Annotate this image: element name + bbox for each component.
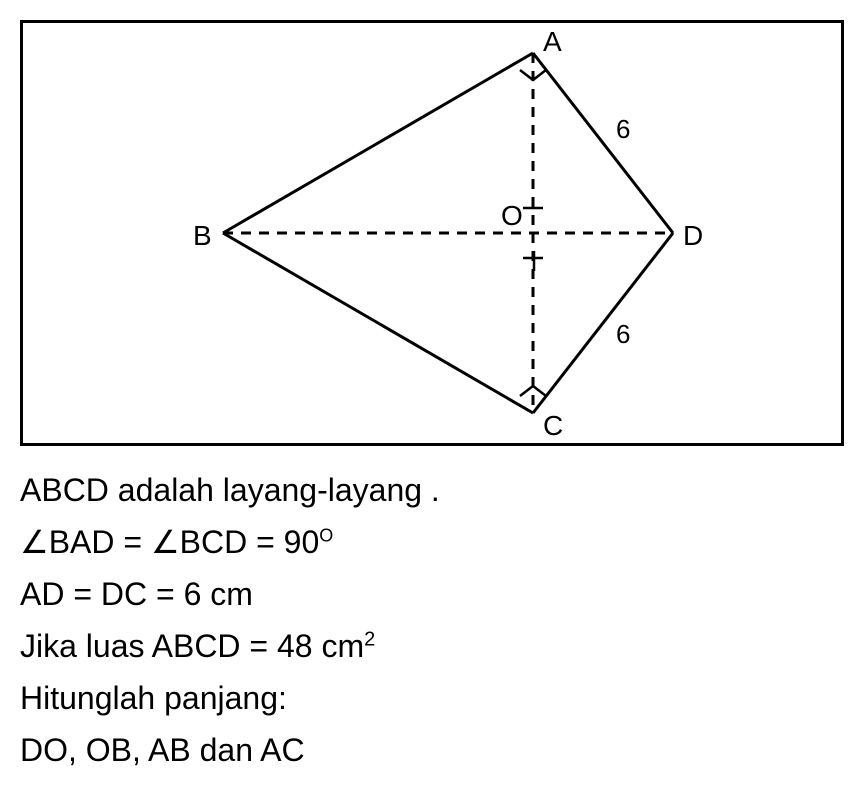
text-line2: ∠BAD = ∠BCD = 90O (20, 518, 844, 566)
edge-CD (533, 233, 673, 413)
edge-DA (533, 53, 673, 233)
diagram-frame: A B C D O 6 6 (20, 20, 844, 446)
problem-text: ABCD adalah layang-layang . ∠BAD = ∠BCD … (20, 466, 844, 774)
label-edge-AD: 6 (616, 114, 630, 144)
text-line1: ABCD adalah layang-layang . (20, 466, 844, 514)
right-angle-C (520, 386, 546, 396)
text-line3: AD = DC = 6 cm (20, 570, 844, 618)
label-C: C (543, 410, 563, 441)
label-edge-DC: 6 (616, 319, 630, 349)
kite-diagram: A B C D O 6 6 (23, 23, 841, 443)
text-line4: Jika luas ABCD = 48 cm2 (20, 622, 844, 670)
label-B: B (193, 220, 212, 251)
label-O: O (501, 200, 523, 231)
label-D: D (683, 220, 703, 251)
edge-AB (223, 53, 533, 233)
edge-BC (223, 233, 533, 413)
label-A: A (543, 26, 562, 57)
text-line6: DO, OB, AB dan AC (20, 726, 844, 774)
text-line5: Hitunglah panjang: (20, 674, 844, 722)
